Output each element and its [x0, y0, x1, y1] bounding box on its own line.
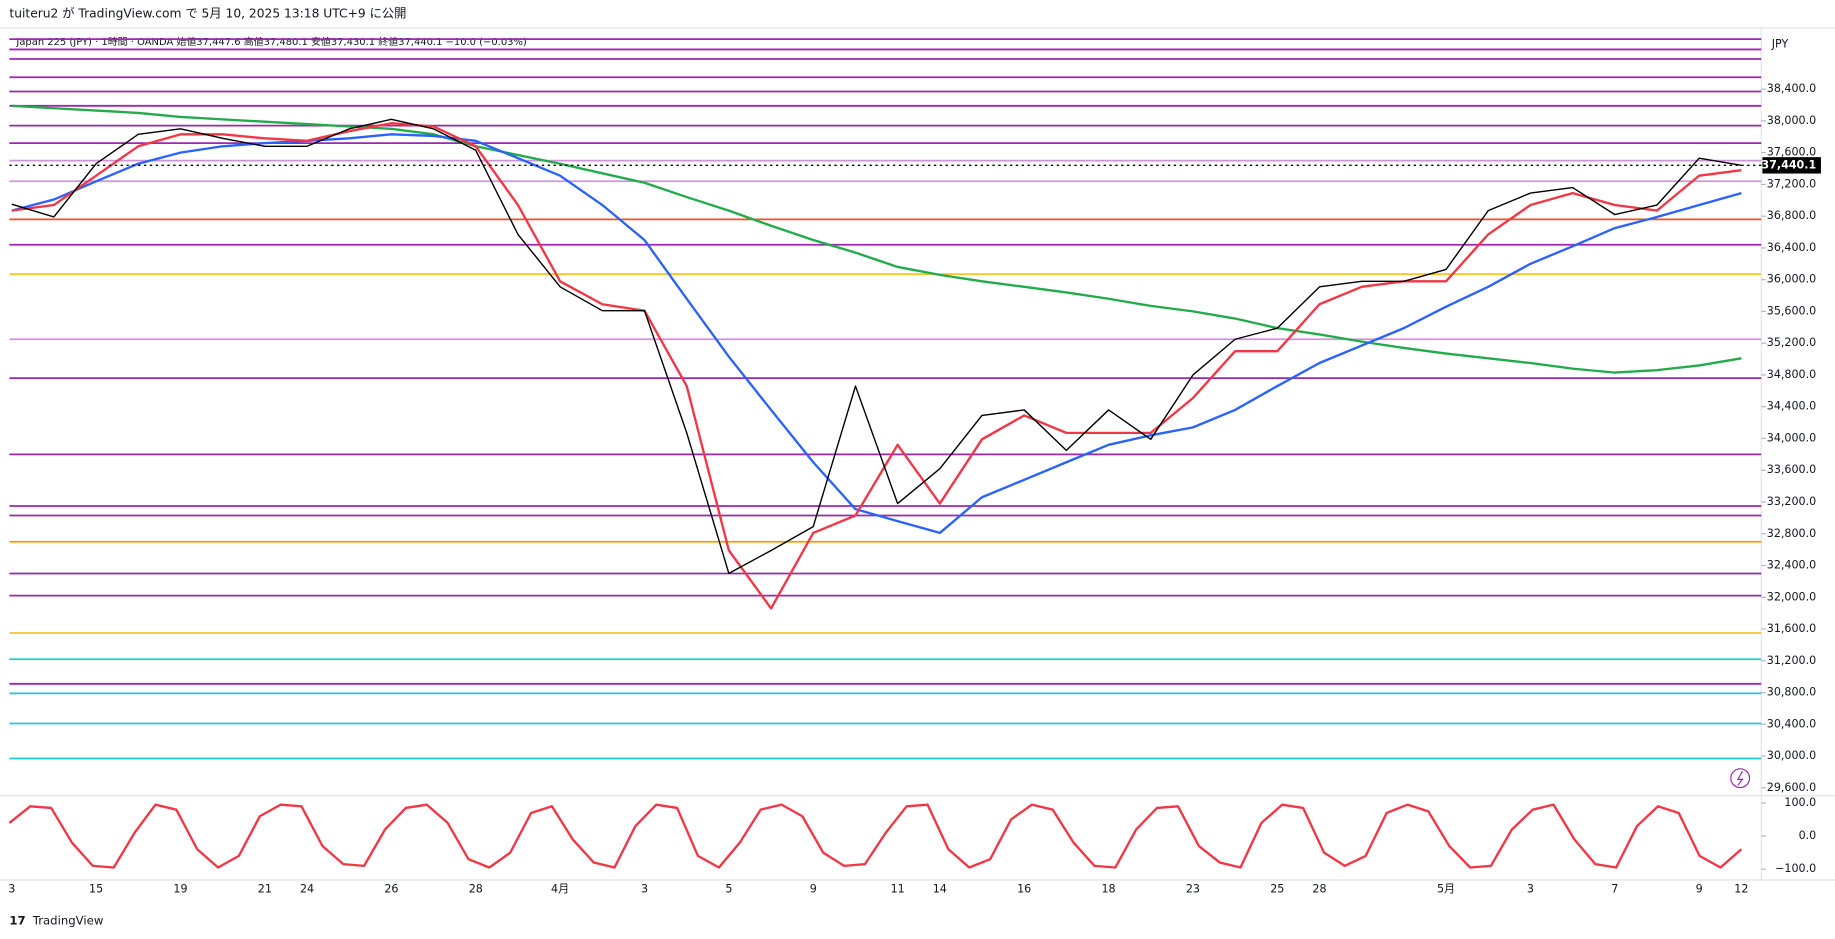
y-tick-label: 38,000.0	[1767, 114, 1816, 127]
x-tick-label: 28	[1312, 882, 1326, 895]
y-tick-label: 31,600.0	[1767, 622, 1816, 635]
currency: JPY	[1771, 37, 1789, 50]
x-tick-label: 14	[933, 882, 947, 895]
y-tick-label: 34,400.0	[1767, 400, 1816, 413]
last-price-box	[1762, 157, 1821, 174]
x-tick-label: 24	[300, 882, 314, 895]
line-series	[11, 122, 1742, 610]
y-tick-label: 38,400.0	[1767, 82, 1816, 95]
x-tick-label: 21	[258, 882, 272, 895]
x-tick-label: 11	[891, 882, 905, 895]
line-series	[11, 118, 1742, 575]
x-tick-label: 15	[89, 882, 103, 895]
y-tick-label: 37,600.0	[1767, 146, 1816, 159]
last-price-label: 37,440.1	[1761, 158, 1816, 171]
y-tick-label: 33,200.0	[1767, 495, 1816, 508]
y-tick-label: 34,000.0	[1767, 431, 1816, 444]
x-tick-label: 4月	[551, 882, 569, 895]
x-tick-label: 5	[725, 882, 732, 895]
y-tick-label: 0.0	[1799, 829, 1817, 842]
alert-icon[interactable]	[1730, 768, 1751, 789]
y-tick-label: 32,800.0	[1767, 527, 1816, 540]
x-tick-label: 19	[173, 882, 187, 895]
x-tick-label: 9	[810, 882, 817, 895]
y-tick-label: 30,800.0	[1767, 686, 1816, 699]
y-tick-label: 32,000.0	[1767, 590, 1816, 603]
x-tick-label: 3	[8, 882, 15, 895]
y-tick-label: 34,800.0	[1767, 368, 1816, 381]
line-series	[11, 133, 1742, 535]
brand: TradingView	[32, 913, 104, 927]
y-tick-label: 100.0	[1784, 796, 1816, 809]
x-tick-label: 16	[1017, 882, 1031, 895]
x-tick-label: 28	[469, 882, 483, 895]
x-tick-label: 3	[1527, 882, 1534, 895]
y-tick-label: 30,400.0	[1767, 717, 1816, 730]
y-tick-label: 35,200.0	[1767, 336, 1816, 349]
y-tick-label: 29,600.0	[1767, 781, 1816, 794]
y-tick-label: 36,000.0	[1767, 273, 1816, 286]
x-tick-label: 26	[384, 882, 398, 895]
symbol-info: Japan 225 (JPY) · 1時間 · OANDA 始値37,447.6…	[15, 35, 527, 48]
x-tick-label: 5月	[1437, 882, 1455, 895]
x-tick-label: 23	[1186, 882, 1200, 895]
x-tick-label: 9	[1696, 882, 1703, 895]
publish-info: tuiteru2 が TradingView.com で 5月 10, 2025…	[9, 6, 406, 21]
y-tick-label: 31,200.0	[1767, 654, 1816, 667]
y-tick-label: 36,400.0	[1767, 241, 1816, 254]
y-tick-label: 30,000.0	[1767, 749, 1816, 762]
x-tick-label: 12	[1734, 882, 1748, 895]
x-tick-label: 7	[1611, 882, 1618, 895]
y-tick-label: 36,800.0	[1767, 209, 1816, 222]
y-tick-label: 32,400.0	[1767, 559, 1816, 572]
y-tick-label: 37,200.0	[1767, 177, 1816, 190]
logo-mark: 17	[9, 913, 25, 927]
x-tick-label: 25	[1270, 882, 1284, 895]
y-tick-label: −100.0	[1775, 862, 1816, 875]
alert-icon-bolt	[1736, 770, 1744, 786]
line-series	[8, 803, 1743, 869]
x-tick-label: 18	[1101, 882, 1115, 895]
line-series	[11, 104, 1742, 374]
x-tick-label: 3	[641, 882, 648, 895]
y-tick-label: 35,600.0	[1767, 304, 1816, 317]
y-tick-label: 33,600.0	[1767, 463, 1816, 476]
